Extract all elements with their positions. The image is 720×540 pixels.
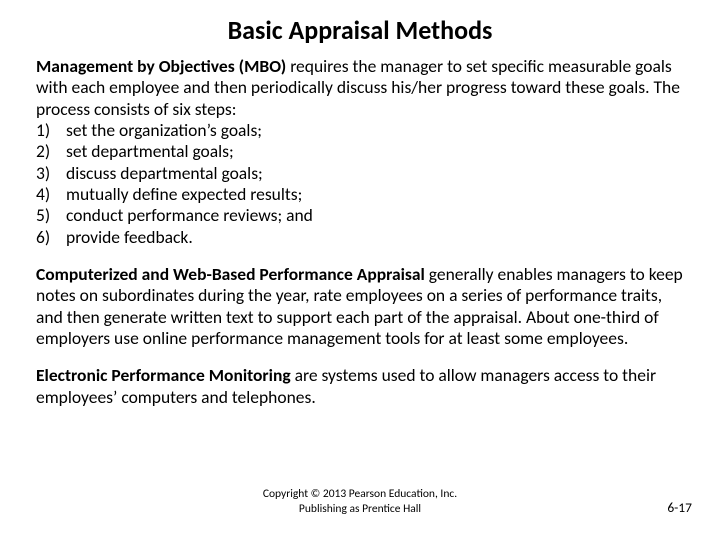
step-number: 4)	[36, 184, 66, 205]
mbo-section: Management by Objectives (MBO) requires …	[36, 56, 684, 248]
page-number: 6-17	[667, 499, 692, 516]
step-text: provide feedback.	[66, 227, 684, 248]
list-item: 4) mutually define expected results;	[36, 184, 684, 205]
list-item: 5) conduct performance reviews; and	[36, 205, 684, 226]
mbo-heading: Management by Objectives (MBO)	[36, 55, 286, 77]
slide-title: Basic Appraisal Methods	[0, 0, 720, 56]
step-text: mutually define expected results;	[66, 184, 684, 205]
list-item: 6) provide feedback.	[36, 227, 684, 248]
step-text: discuss departmental goals;	[66, 163, 684, 184]
copyright-footer: Copyright © 2013 Pearson Education, Inc.…	[0, 487, 720, 516]
footer-line-1: Copyright © 2013 Pearson Education, Inc.	[0, 487, 720, 501]
epm-heading: Electronic Performance Monitoring	[36, 364, 291, 386]
list-item: 2) set departmental goals;	[36, 141, 684, 162]
step-text: set the organization’s goals;	[66, 120, 684, 141]
step-number: 6)	[36, 227, 66, 248]
epm-section: Electronic Performance Monitoring are sy…	[36, 365, 684, 408]
step-number: 2)	[36, 141, 66, 162]
slide: Basic Appraisal Methods Management by Ob…	[0, 0, 720, 540]
step-number: 1)	[36, 120, 66, 141]
list-item: 1) set the organization’s goals;	[36, 120, 684, 141]
mbo-steps: 1) set the organization’s goals; 2) set …	[36, 120, 684, 248]
step-number: 3)	[36, 163, 66, 184]
slide-body: Management by Objectives (MBO) requires …	[0, 56, 720, 408]
step-text: set departmental goals;	[66, 141, 684, 162]
web-section: Computerized and Web-Based Performance A…	[36, 264, 684, 349]
step-number: 5)	[36, 205, 66, 226]
step-text: conduct performance reviews; and	[66, 205, 684, 226]
web-heading: Computerized and Web-Based Performance A…	[36, 263, 425, 285]
list-item: 3) discuss departmental goals;	[36, 163, 684, 184]
footer-line-2: Publishing as Prentice Hall	[0, 502, 720, 516]
